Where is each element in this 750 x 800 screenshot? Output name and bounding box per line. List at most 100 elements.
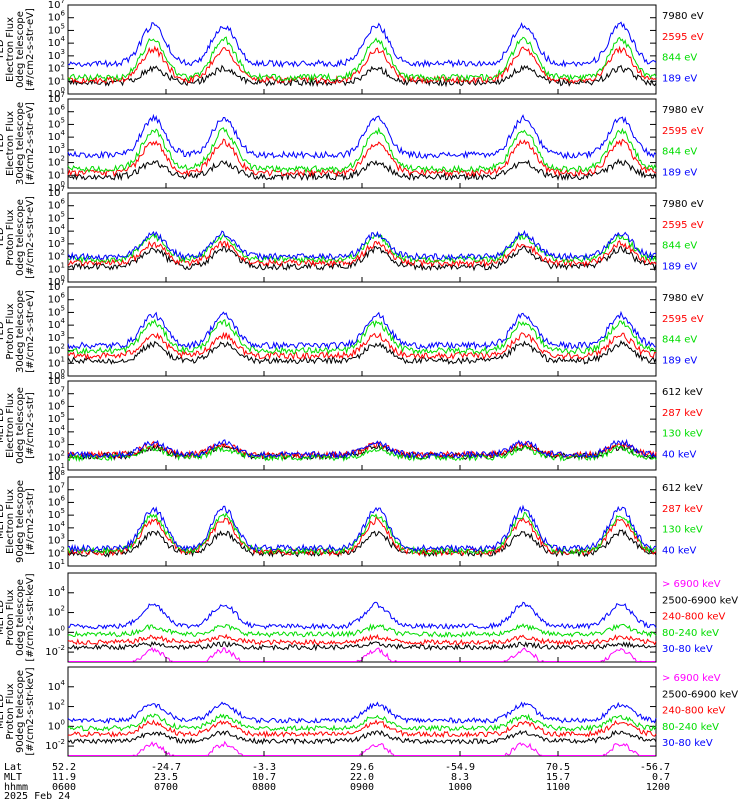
legend-entry: 130 keV — [662, 429, 703, 440]
time-tick-label: -54.9 — [445, 762, 475, 773]
series-line-4 — [67, 504, 656, 554]
legend-entry: 7980 eV — [662, 293, 704, 304]
series-line-2 — [67, 729, 657, 745]
series-line-4 — [67, 310, 657, 351]
legend-entry: 844 eV — [662, 147, 697, 158]
series-line-2 — [67, 640, 657, 652]
series-line-3 — [67, 36, 657, 83]
legend-entry: 287 keV — [662, 408, 703, 419]
legend-entry: > 6900 keV — [662, 673, 721, 684]
time-tick-label: 0600 — [52, 782, 76, 793]
legend-entry: 30-80 keV — [662, 738, 713, 749]
legend-entry: 189 eV — [662, 356, 697, 367]
series-line-2 — [67, 45, 657, 85]
panel-8: 10-2 100 102 104 MEPEDProton Flux90deg teles… — [0, 666, 738, 757]
y-tick-label: 104 — [48, 585, 66, 599]
axis-row-label: hhmm — [4, 782, 28, 793]
legend-entry: 612 keV — [662, 387, 703, 398]
time-tick-label: 22.0 — [350, 772, 374, 783]
series-line-2 — [67, 516, 657, 557]
y-tick-label: 102 — [48, 605, 65, 619]
series-line-2 — [67, 331, 657, 361]
legend-entry: 2500-6900 keV — [662, 595, 738, 606]
legend-entry: 130 keV — [662, 525, 703, 536]
legend-entry: 189 eV — [662, 74, 697, 85]
legend-entry: 2500-6900 keV — [662, 689, 738, 700]
legend-entry: 2595 eV — [662, 314, 704, 325]
legend-entry: 240-800 keV — [662, 706, 726, 717]
time-tick-label: 8.3 — [451, 772, 469, 783]
y-axis-label: MEPEDProton Flux90deg telescope[#/cm2-s-… — [0, 667, 36, 755]
series-line-2 — [67, 440, 657, 460]
y-tick-label: 100 — [48, 718, 65, 732]
legend-entry: 40 keV — [662, 450, 696, 461]
legend-entry: 2595 eV — [662, 32, 704, 43]
time-tick-label: 11.9 — [52, 772, 76, 783]
y-tick-label: 100 — [48, 624, 65, 638]
time-tick-label: 10.7 — [252, 772, 276, 783]
y-tick-label: 102 — [48, 699, 65, 713]
series-line-4 — [67, 229, 657, 262]
y-axis-label: MEPEDElectron Flux0deg telescope[#/cm2-s… — [0, 387, 36, 464]
series-line-4 — [67, 713, 657, 733]
time-tick-label: 52.2 — [52, 762, 76, 773]
time-tick-label: 1000 — [448, 782, 472, 793]
legend-entry: 30-80 keV — [662, 644, 713, 655]
y-axis-label: TEDProton Flux30deg telescope[#/cm2-s-st… — [0, 290, 36, 373]
legend-entry: 2595 eV — [662, 220, 704, 231]
axis-row-label: Lat — [4, 762, 22, 773]
series-line-3 — [67, 126, 657, 174]
time-tick-label: 0900 — [350, 782, 374, 793]
series-line-3 — [67, 318, 657, 356]
legend-entry: 612 keV — [662, 483, 703, 494]
legend-entry: 189 eV — [662, 262, 697, 273]
time-tick-label: -24.7 — [151, 762, 181, 773]
series-line-1 — [67, 64, 657, 88]
time-tick-label: 70.5 — [546, 762, 570, 773]
time-tick-label: 0700 — [154, 782, 178, 793]
series-line-4 — [67, 623, 657, 638]
legend-entry: 2595 eV — [662, 126, 704, 137]
series-line-5 — [67, 601, 657, 631]
date-label: 2025 Feb 24 — [4, 791, 70, 800]
series-line-2 — [67, 240, 657, 268]
time-tick-label: 15.7 — [546, 772, 570, 783]
legend-entry: 287 keV — [662, 504, 703, 515]
time-tick-label: -56.7 — [640, 762, 670, 773]
legend-entry: 844 eV — [662, 335, 697, 346]
series-line-3 — [67, 719, 657, 739]
time-tick-label: 0.7 — [652, 772, 670, 783]
legend-entry: 189 eV — [662, 168, 697, 179]
y-axis-label: TEDProton Flux0deg telescope[#/cm2-s-str… — [0, 196, 36, 279]
legend-entry: 844 eV — [662, 241, 697, 252]
y-axis-label: TEDElectron Flux0deg telescope[#/cm2-s-s… — [0, 8, 36, 91]
panel-frame — [67, 192, 657, 283]
y-tick-label: 101 — [48, 558, 65, 572]
time-tick-label: 0800 — [252, 782, 276, 793]
time-tick-label: 23.5 — [154, 772, 178, 783]
time-tick-label: 1200 — [646, 782, 670, 793]
legend-entry: 80-240 keV — [662, 628, 719, 639]
series-line-1 — [67, 158, 657, 182]
y-axis-label: TEDElectron Flux30deg telescope[#/cm2-s-… — [0, 102, 36, 185]
series-line-4 — [67, 113, 657, 160]
series-line-5 — [67, 701, 657, 725]
series-line-3 — [67, 633, 657, 646]
y-tick-label: 104 — [48, 679, 66, 693]
series-line-1 — [67, 245, 657, 272]
series-line-4 — [67, 438, 657, 460]
panel-frame — [67, 98, 657, 189]
series-line-2 — [67, 138, 657, 178]
legend-entry: 40 keV — [662, 546, 696, 557]
legend-entry: 240-800 keV — [662, 612, 726, 623]
axis-row-label: MLT — [4, 772, 22, 783]
y-axis-label: MEPEDElectron Flux90deg telescope[#/cm2-… — [0, 480, 36, 563]
time-tick-label: 1100 — [546, 782, 570, 793]
y-tick-label: 10-2 — [45, 738, 65, 752]
